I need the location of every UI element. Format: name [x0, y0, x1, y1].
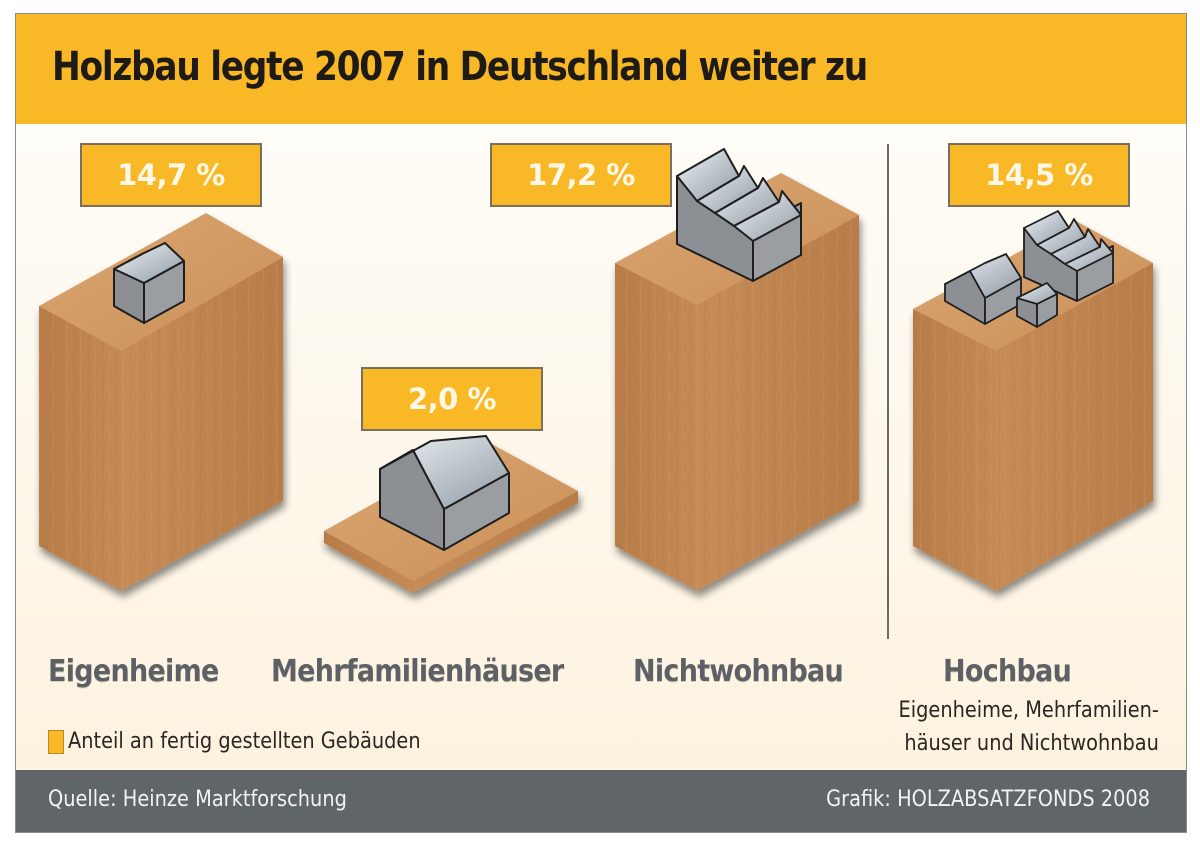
- footer-bar: Quelle: Heinze Marktforschung Grafik: HO…: [16, 770, 1186, 832]
- bar-eigenheime-block: [39, 213, 283, 591]
- legend-swatch: [48, 729, 64, 754]
- infographic-frame: Holzbau legte 2007 in Deutschland weiter…: [15, 13, 1187, 833]
- hochbau-note-line1: Eigenheime, Mehrfamilien-: [898, 698, 1159, 723]
- building-group-icon: [944, 210, 1114, 328]
- legend: Anteil an fertig gestellten Gebäuden: [48, 729, 469, 754]
- factory-icon: [676, 148, 802, 282]
- category-label-hochbau: Hochbau: [943, 654, 1072, 689]
- value-label-mehrfamilienhaeuser: 2,0 %: [361, 367, 543, 431]
- source-text: Quelle: Heinze Marktforschung: [48, 787, 347, 812]
- credit-text: Grafik: HOLZABSATZFONDS 2008: [826, 787, 1150, 812]
- category-label-nichtwohnbau: Nichtwohnbau: [633, 654, 844, 689]
- hochbau-divider: [887, 144, 889, 639]
- chart-title: Holzbau legte 2007 in Deutschland weiter…: [52, 44, 868, 90]
- value-label-hochbau: 14,5 %: [948, 143, 1130, 207]
- legend-label: Anteil an fertig gestellten Gebäuden: [68, 729, 421, 754]
- category-label-mehrfamilienhaeuser: Mehrfamilienhäuser: [271, 654, 564, 689]
- category-label-eigenheime: Eigenheime: [48, 654, 219, 689]
- wood-blocks-chart: [39, 148, 1153, 593]
- value-label-eigenheime: 14,7 %: [80, 143, 262, 207]
- bar-nichtwohnbau-block: [615, 173, 859, 591]
- single-house-icon: [113, 242, 185, 324]
- multi-family-house-icon: [379, 435, 510, 551]
- hochbau-note-line2: häuser und Nichtwohnbau: [904, 731, 1159, 756]
- hochbau-note: Eigenheime, Mehrfamilien- häuser und Nic…: [863, 694, 1159, 760]
- title-band: Holzbau legte 2007 in Deutschland weiter…: [16, 14, 1186, 124]
- value-label-nichtwohnbau: 17,2 %: [490, 143, 672, 207]
